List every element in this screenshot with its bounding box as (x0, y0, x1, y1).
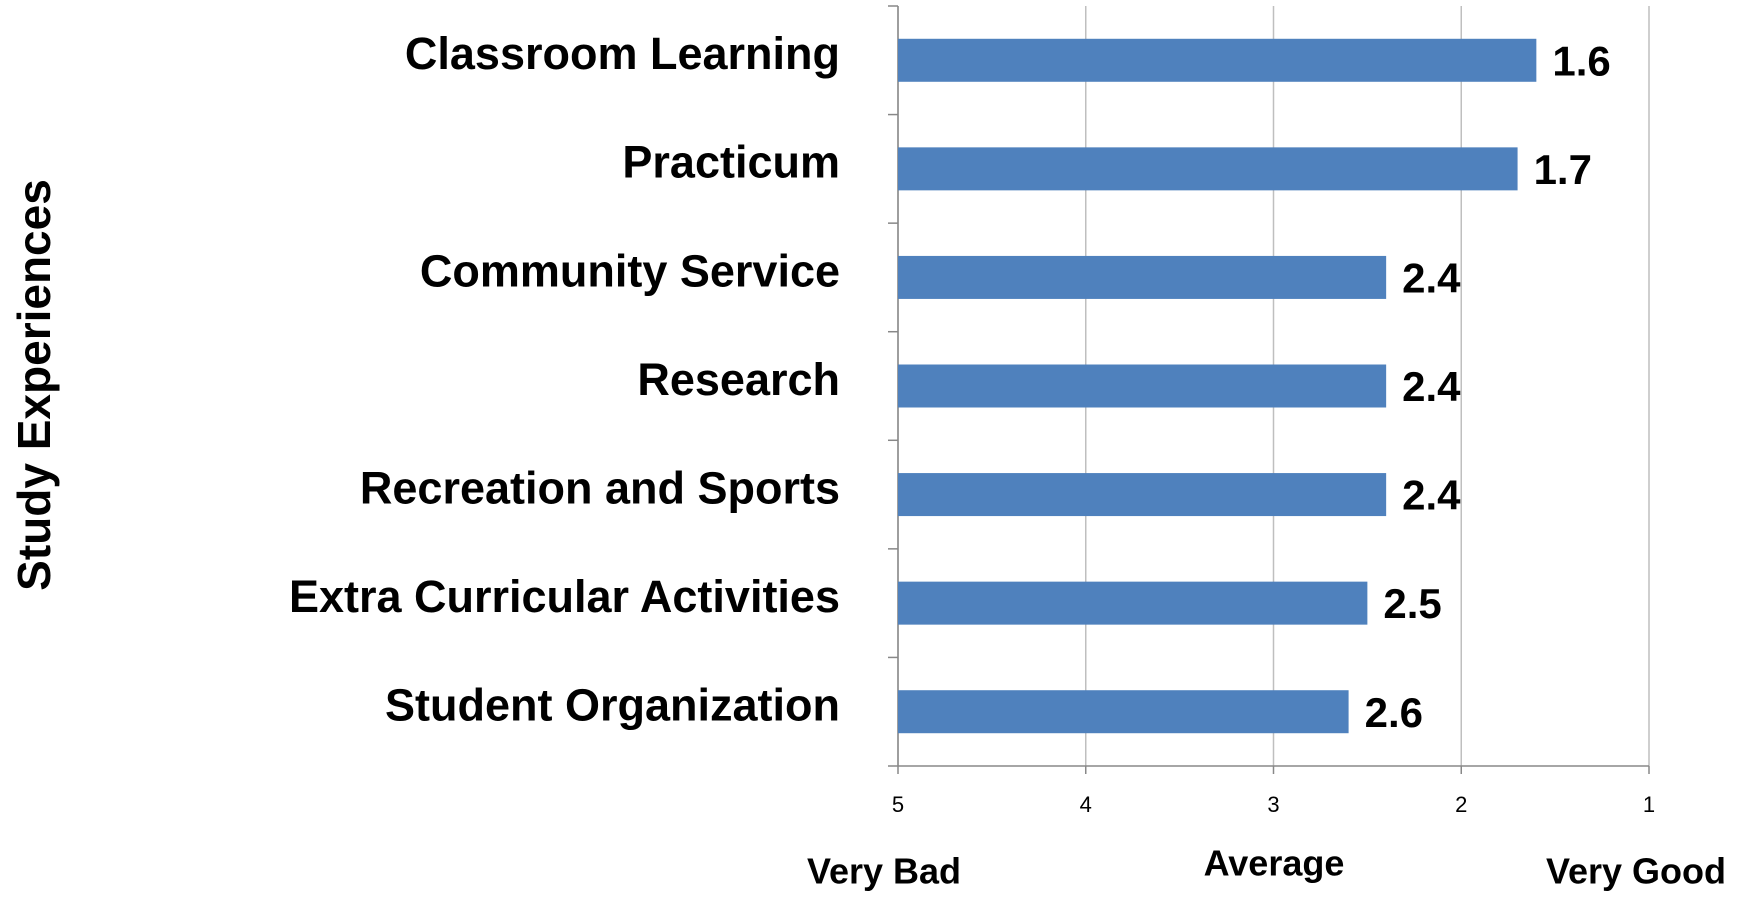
annotation: Very Bad (807, 851, 961, 892)
annotation: Very Good (1546, 851, 1726, 892)
bar (898, 690, 1349, 734)
value-label: 2.6 (1365, 689, 1423, 736)
bar (898, 364, 1387, 408)
value-label: 2.5 (1383, 580, 1441, 627)
y-tick-label: Student Organization (385, 680, 840, 731)
value-label: 2.4 (1402, 363, 1461, 410)
y-tick-label: Research (637, 354, 840, 405)
x-tick-label: 1 (1643, 792, 1655, 817)
value-label: 2.4 (1402, 255, 1461, 302)
bar (898, 38, 1537, 82)
y-tick-label: Community Service (420, 245, 840, 296)
value-label: 2.4 (1402, 472, 1461, 519)
y-tick-label: Practicum (622, 137, 840, 188)
value-label: 1.7 (1534, 146, 1592, 193)
y-tick-label: Recreation and Sports (360, 462, 840, 513)
bar (898, 581, 1368, 625)
bar (898, 473, 1387, 517)
x-tick-label: 5 (892, 792, 904, 817)
annotation: Average (1204, 843, 1345, 884)
bar (898, 147, 1518, 191)
x-tick-label: 3 (1267, 792, 1279, 817)
y-tick-label: Extra Curricular Activities (289, 571, 840, 622)
y-tick-label: Classroom Learning (405, 28, 840, 79)
x-tick-label: 4 (1080, 792, 1092, 817)
bar (898, 255, 1387, 299)
y-axis-title: Study Experiences (8, 179, 60, 591)
x-tick-label: 2 (1455, 792, 1467, 817)
value-label: 1.6 (1552, 37, 1610, 84)
